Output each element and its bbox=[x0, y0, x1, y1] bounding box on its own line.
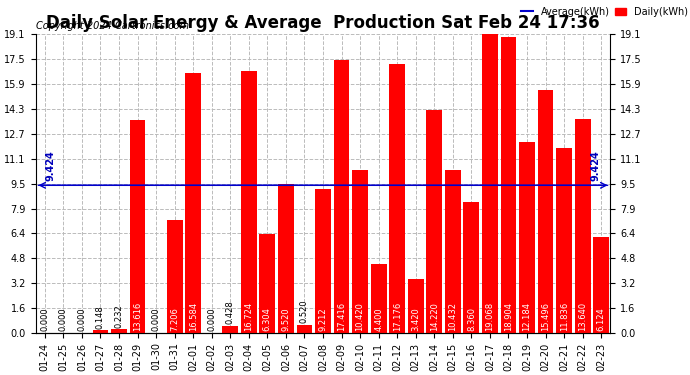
Bar bbox=[371, 264, 386, 333]
Bar bbox=[519, 142, 535, 333]
Text: 12.184: 12.184 bbox=[522, 302, 531, 331]
Text: 0.428: 0.428 bbox=[226, 301, 235, 324]
Bar bbox=[297, 325, 313, 333]
Text: 8.360: 8.360 bbox=[467, 307, 476, 331]
Text: 9.212: 9.212 bbox=[319, 308, 328, 331]
Text: 17.416: 17.416 bbox=[337, 302, 346, 331]
Bar bbox=[482, 34, 497, 333]
Bar bbox=[259, 234, 275, 333]
Text: 16.724: 16.724 bbox=[244, 302, 253, 331]
Bar bbox=[389, 64, 405, 333]
Text: 9.520: 9.520 bbox=[282, 308, 290, 331]
Text: 9.424: 9.424 bbox=[591, 150, 600, 181]
Bar bbox=[445, 170, 461, 333]
Legend: Average(kWh), Daily(kWh): Average(kWh), Daily(kWh) bbox=[518, 3, 690, 21]
Text: 0.232: 0.232 bbox=[115, 304, 124, 327]
Bar bbox=[167, 220, 182, 333]
Bar bbox=[500, 37, 516, 333]
Bar bbox=[408, 279, 424, 333]
Text: 4.400: 4.400 bbox=[374, 308, 383, 331]
Text: 6.304: 6.304 bbox=[263, 307, 272, 331]
Text: 6.124: 6.124 bbox=[597, 308, 606, 331]
Bar bbox=[92, 330, 108, 333]
Bar bbox=[130, 120, 146, 333]
Text: 18.904: 18.904 bbox=[504, 302, 513, 331]
Text: Copyright 2024 Cartronics.com: Copyright 2024 Cartronics.com bbox=[35, 21, 188, 31]
Text: 3.420: 3.420 bbox=[411, 308, 420, 331]
Bar bbox=[538, 90, 553, 333]
Text: 17.176: 17.176 bbox=[393, 302, 402, 331]
Bar bbox=[575, 119, 591, 333]
Bar bbox=[464, 202, 480, 333]
Title: Daily Solar Energy & Average  Production Sat Feb 24 17:36: Daily Solar Energy & Average Production … bbox=[46, 14, 600, 32]
Bar bbox=[111, 329, 127, 333]
Text: 0.000: 0.000 bbox=[152, 308, 161, 331]
Bar bbox=[593, 237, 609, 333]
Text: 14.220: 14.220 bbox=[430, 302, 439, 331]
Text: 0.000: 0.000 bbox=[77, 308, 86, 331]
Text: 13.616: 13.616 bbox=[133, 302, 142, 331]
Text: 19.068: 19.068 bbox=[486, 302, 495, 331]
Bar bbox=[222, 326, 238, 333]
Text: 0.520: 0.520 bbox=[300, 299, 309, 323]
Bar bbox=[556, 148, 572, 333]
Bar bbox=[334, 60, 349, 333]
Bar bbox=[278, 184, 294, 333]
Text: 0.000: 0.000 bbox=[59, 308, 68, 331]
Text: 0.000: 0.000 bbox=[40, 308, 49, 331]
Text: 9.424: 9.424 bbox=[46, 150, 55, 181]
Text: 15.496: 15.496 bbox=[541, 302, 550, 331]
Bar bbox=[186, 74, 201, 333]
Text: 7.206: 7.206 bbox=[170, 307, 179, 331]
Text: 13.640: 13.640 bbox=[578, 302, 587, 331]
Bar bbox=[315, 189, 331, 333]
Text: 0.148: 0.148 bbox=[96, 305, 105, 329]
Text: 0.000: 0.000 bbox=[207, 308, 216, 331]
Bar bbox=[352, 170, 368, 333]
Bar bbox=[426, 110, 442, 333]
Bar bbox=[241, 71, 257, 333]
Text: 11.836: 11.836 bbox=[560, 302, 569, 331]
Text: 16.584: 16.584 bbox=[188, 302, 197, 331]
Text: 10.432: 10.432 bbox=[448, 302, 457, 331]
Text: 10.420: 10.420 bbox=[355, 302, 364, 331]
